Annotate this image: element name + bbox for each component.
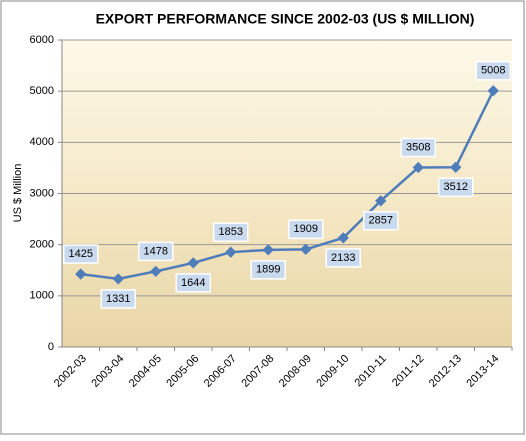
line-series (80, 90, 495, 281)
chart-title: EXPORT PERFORMANCE SINCE 2002-03 (US $ M… (96, 11, 475, 27)
data-label: 3508 (406, 141, 430, 153)
marker (187, 257, 199, 269)
data-label-box (100, 289, 136, 309)
y-axis-label: US $ Million (12, 164, 24, 223)
data-label-box (175, 273, 211, 293)
data-label: 1644 (181, 277, 205, 289)
y-tick-label: 0 (48, 341, 54, 353)
y-tick-label: 4000 (30, 136, 54, 148)
data-label: 1899 (256, 264, 280, 276)
y-tick-label: 1000 (30, 290, 54, 302)
marker (300, 243, 312, 255)
data-label-box (250, 260, 286, 280)
data-label: 2133 (331, 252, 355, 264)
y-tick-label: 2000 (30, 239, 54, 251)
data-label-box (213, 222, 249, 242)
data-label-box (400, 137, 436, 158)
y-tick-label: 6000 (30, 34, 54, 46)
data-label: 1425 (69, 248, 93, 260)
data-label: 5008 (481, 65, 505, 77)
marker (225, 246, 237, 258)
data-label: 3512 (444, 181, 468, 193)
data-label-box (325, 248, 361, 268)
data-label: 1909 (294, 223, 318, 235)
y-tick-label: 3000 (30, 187, 54, 199)
marker (412, 161, 424, 174)
marker (150, 265, 162, 278)
data-label: 2857 (369, 215, 393, 227)
data-label: 1331 (106, 293, 130, 305)
data-label-box (438, 177, 474, 198)
y-tick-label: 5000 (30, 85, 54, 97)
data-label-box (288, 219, 324, 240)
marker (262, 244, 274, 256)
data-label-box (475, 61, 511, 81)
data-label: 1853 (219, 226, 243, 238)
data-label: 1478 (144, 245, 168, 257)
marker (375, 195, 387, 207)
marker (337, 232, 349, 244)
data-label-box (63, 244, 99, 264)
data-label-box (138, 241, 174, 262)
data-label-box (363, 211, 399, 231)
marker (450, 161, 462, 173)
